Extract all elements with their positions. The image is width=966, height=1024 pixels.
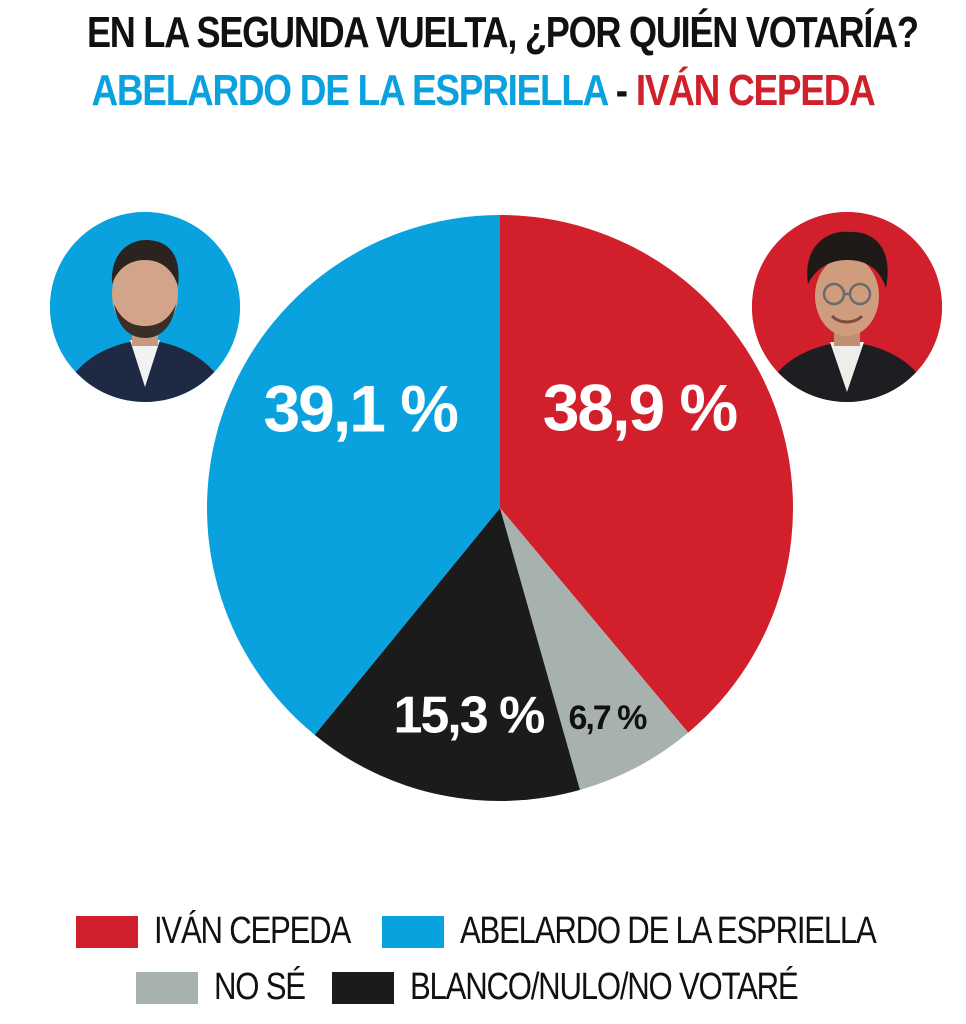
legend-label-blanco: BLANCO/NULO/NO VOTARÉ bbox=[410, 966, 799, 1008]
subtitle-separator: - bbox=[615, 66, 628, 115]
data-label-no-se: 6,7 % bbox=[568, 699, 647, 737]
legend-swatch-espriella bbox=[382, 915, 444, 948]
espriella-portrait-avatar bbox=[50, 212, 240, 402]
legend-label-no-se: NO SÉ bbox=[214, 966, 306, 1008]
legend-item-espriella: ABELARDO DE LA ESPRIELLA bbox=[382, 910, 966, 953]
cepeda-portrait-avatar bbox=[752, 212, 942, 402]
legend-label-cepeda: IVÁN CEPEDA bbox=[154, 910, 351, 952]
candidate-b-name: IVÁN CEPEDA bbox=[635, 66, 876, 115]
legend-item-blanco: BLANCO/NULO/NO VOTARÉ bbox=[332, 966, 882, 1009]
data-label-blanco: 15,3 % bbox=[393, 687, 544, 745]
slice-espriella bbox=[207, 215, 500, 735]
legend-label-espriella: ABELARDO DE LA ESPRIELLA bbox=[460, 910, 877, 952]
legend-swatch-cepeda bbox=[76, 915, 138, 948]
legend-swatch-blanco bbox=[332, 971, 394, 1004]
chart-title: EN LA SEGUNDA VUELTA, ¿POR QUIÉN VOTARÍA… bbox=[86, 8, 919, 57]
legend-item-no-se: NO SÉ bbox=[136, 966, 325, 1009]
slice-no-se bbox=[500, 508, 689, 790]
legend-item-cepeda: IVÁN CEPEDA bbox=[76, 910, 393, 953]
pie-chart: 38,9 % 6,7 % 15,3 % 39,1 % bbox=[207, 215, 793, 801]
chart-subtitle: ABELARDO DE LA ESPRIELLA - IVÁN CEPEDA bbox=[77, 66, 888, 116]
legend-swatch-no-se bbox=[136, 971, 198, 1004]
slice-cepeda bbox=[500, 215, 793, 733]
data-label-cepeda: 38,9 % bbox=[543, 370, 737, 444]
slice-blanco bbox=[314, 508, 580, 801]
candidate-a-name: ABELARDO DE LA ESPRIELLA bbox=[91, 66, 608, 115]
data-label-espriella: 39,1 % bbox=[263, 371, 457, 445]
